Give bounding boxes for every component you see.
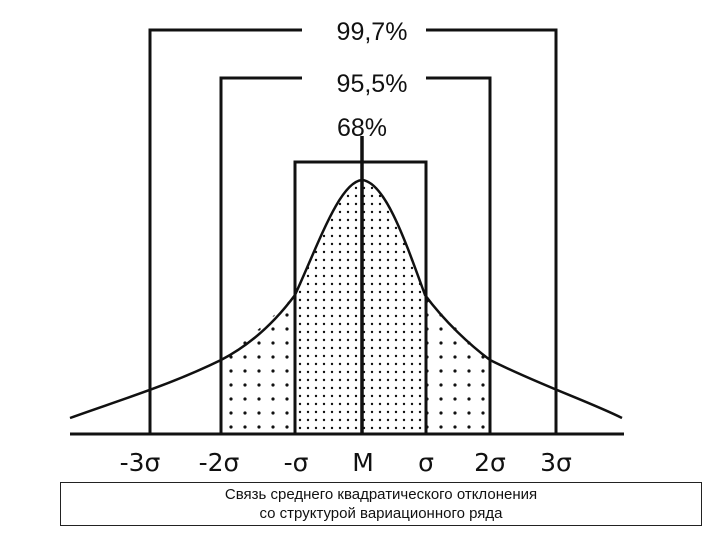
label-99-7: 99,7%: [337, 18, 408, 46]
caption-line-2: со структурой вариационного ряда: [259, 505, 503, 522]
caption-box: Связь среднего квадратического отклонени…: [60, 482, 702, 526]
shaded-region-outer-right: [425, 295, 490, 434]
axis-label-2sigma: 2σ: [474, 448, 506, 477]
axis-label-3sigma: 3σ: [540, 448, 572, 477]
label-68: 68%: [337, 114, 387, 142]
axis-label-minus-2sigma: -2σ: [199, 448, 240, 477]
axis-label-minus-sigma: -σ: [284, 448, 309, 477]
shaded-region-center: [295, 180, 425, 434]
axis-label-sigma: σ: [418, 448, 434, 477]
axis-label-mean: M: [352, 448, 374, 477]
bracket-68: [293, 160, 428, 434]
label-95-5: 95,5%: [337, 70, 408, 98]
shaded-region-outer: [221, 295, 295, 434]
axis-label-minus-3sigma: -3σ: [120, 448, 161, 477]
caption-line-1: Связь среднего квадратического отклонени…: [224, 486, 538, 503]
bracket-99-7: [148, 28, 558, 434]
bracket-95-5: [219, 76, 492, 434]
